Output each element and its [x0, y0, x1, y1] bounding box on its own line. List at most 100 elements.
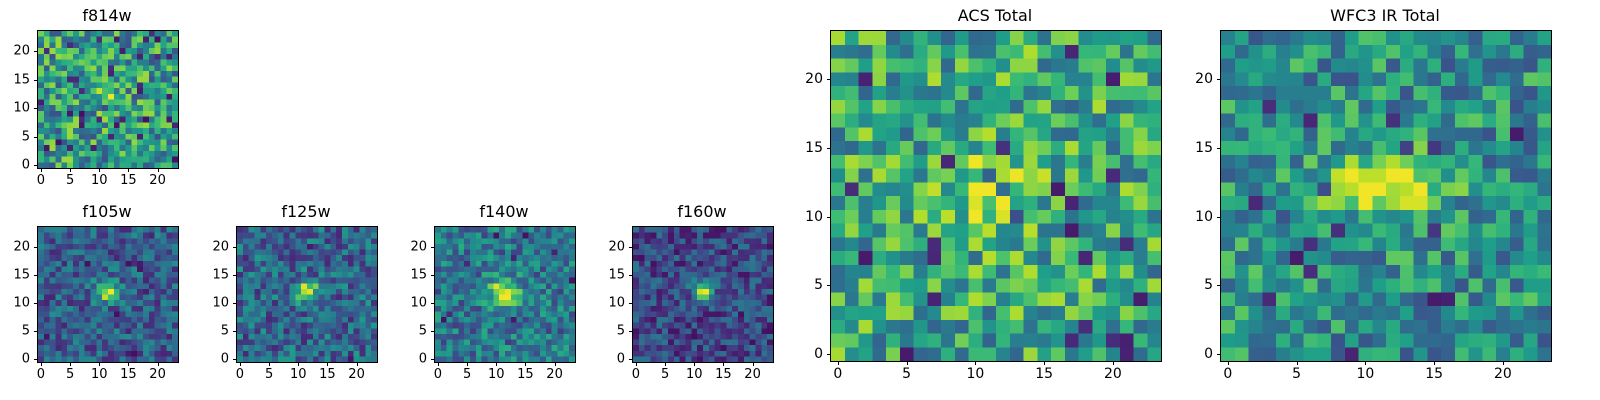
x-tick-mark — [99, 168, 101, 172]
y-tick-label: 20 — [212, 239, 229, 255]
y-tick-mark — [629, 359, 633, 361]
x-tick-mark — [157, 168, 159, 172]
x-tick-mark — [128, 168, 130, 172]
x-tick-mark — [665, 362, 667, 366]
y-tick-mark — [629, 331, 633, 333]
x-tick-mark — [40, 168, 42, 172]
x-tick-mark — [269, 362, 271, 366]
x-tick-label: 0 — [1223, 366, 1233, 382]
x-tick-label: 5 — [65, 367, 75, 382]
x-tick-label: 10 — [90, 173, 108, 188]
x-tick-mark — [975, 361, 977, 365]
x-tick-label: 20 — [348, 367, 365, 382]
x-tick-mark — [906, 361, 908, 365]
heatmap-plot: 0 5 10 15 20 0 5 10 15 20 — [805, 30, 1162, 381]
y-tick-label: 0 — [616, 351, 625, 367]
x-tick-mark — [723, 362, 725, 366]
y-tick-mark — [1217, 147, 1221, 149]
y-tick-mark — [233, 302, 237, 304]
y-tick-mark — [431, 274, 435, 276]
x-tick-label: 0 — [631, 367, 641, 382]
y-tick-label: 10 — [805, 208, 823, 225]
x-tick-label: 20 — [744, 367, 761, 382]
y-tick-mark — [233, 359, 237, 361]
y-tick-mark — [1217, 285, 1221, 287]
x-tick-mark — [837, 361, 839, 365]
heatmap-plot: 0 5 10 15 20 0 5 10 15 20 — [212, 226, 378, 381]
x-tick-label: 20 — [546, 367, 563, 382]
x-tick-label: 20 — [1103, 366, 1122, 382]
y-tick-mark — [233, 331, 237, 333]
y-tick-label: 20 — [608, 239, 625, 255]
x-tick-mark — [437, 362, 439, 366]
panel-f160w: f160w 0 5 10 15 20 0 5 10 15 20 — [608, 202, 774, 381]
panel-f125w: f125w 0 5 10 15 20 0 5 10 15 20 — [212, 202, 378, 381]
heatmap-plot: 0 5 10 15 20 0 5 10 15 20 — [13, 30, 179, 187]
x-tick-label: 0 — [235, 367, 245, 382]
x-tick-mark — [635, 362, 637, 366]
heatmap-canvas — [38, 31, 178, 168]
x-tick-mark — [525, 362, 527, 366]
x-tick-label: 15 — [120, 367, 137, 382]
heatmap-canvas — [831, 31, 1161, 361]
x-tick-label: 5 — [902, 366, 912, 382]
x-tick-mark — [1502, 361, 1504, 365]
x-tick-label: 20 — [1493, 366, 1512, 382]
y-tick-label: 0 — [814, 346, 823, 363]
heatmap-plot: 0 5 10 15 20 0 5 10 15 20 — [410, 226, 576, 381]
x-tick-label: 5 — [264, 367, 274, 382]
heatmap-canvas — [38, 227, 178, 362]
panel-title: f814w — [82, 6, 132, 25]
y-tick-mark — [34, 136, 38, 138]
y-tick-mark — [34, 359, 38, 361]
heatmap-canvas — [237, 227, 377, 362]
y-tick-label: 5 — [814, 277, 823, 294]
y-tick-label: 10 — [608, 295, 625, 311]
y-tick-mark — [431, 331, 435, 333]
x-tick-mark — [157, 362, 159, 366]
y-tick-label: 15 — [13, 267, 30, 283]
x-tick-label: 10 — [289, 367, 307, 382]
x-tick-label: 5 — [462, 367, 472, 382]
y-tick-label: 5 — [1204, 277, 1213, 294]
x-tick-mark — [554, 362, 556, 366]
y-tick-mark — [827, 285, 831, 287]
y-tick-mark — [1217, 354, 1221, 356]
x-tick-label: 10 — [966, 366, 985, 382]
y-tick-mark — [827, 354, 831, 356]
y-tick-label: 15 — [212, 267, 229, 283]
x-tick-mark — [694, 362, 696, 366]
x-tick-label: 5 — [660, 367, 670, 382]
y-tick-label: 20 — [13, 43, 30, 59]
x-tick-mark — [1434, 361, 1436, 365]
x-tick-mark — [467, 362, 469, 366]
y-tick-mark — [827, 79, 831, 81]
y-tick-mark — [34, 246, 38, 248]
x-tick-label: 0 — [433, 367, 443, 382]
y-tick-label: 15 — [13, 72, 30, 88]
panel-title: WFC3 IR Total — [1330, 6, 1440, 25]
x-tick-mark — [70, 362, 72, 366]
heatmap-canvas — [1221, 31, 1551, 361]
x-tick-mark — [356, 362, 358, 366]
y-tick-mark — [34, 108, 38, 110]
x-tick-mark — [99, 362, 101, 366]
x-tick-label: 15 — [120, 173, 137, 188]
heatmap-canvas — [435, 227, 575, 362]
y-tick-mark — [233, 274, 237, 276]
heatmap-plot: 0 5 10 15 20 0 5 10 15 20 — [13, 226, 179, 381]
x-tick-mark — [1044, 361, 1046, 365]
panel-title: f125w — [281, 202, 331, 221]
y-tick-label: 10 — [212, 295, 229, 311]
y-tick-label: 0 — [418, 351, 427, 367]
x-tick-label: 10 — [1356, 366, 1375, 382]
x-tick-mark — [128, 362, 130, 366]
x-tick-mark — [298, 362, 300, 366]
y-tick-label: 20 — [13, 239, 30, 255]
x-tick-mark — [1365, 361, 1367, 365]
y-tick-mark — [34, 274, 38, 276]
panel-title: f105w — [82, 202, 132, 221]
x-tick-mark — [1112, 361, 1114, 365]
x-tick-mark — [1227, 361, 1229, 365]
y-tick-mark — [1217, 79, 1221, 81]
